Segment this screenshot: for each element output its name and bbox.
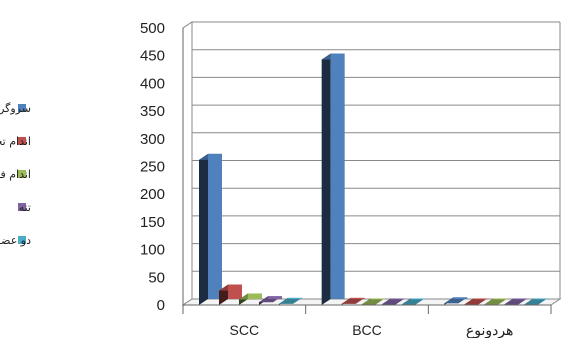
bars: [199, 53, 548, 305]
bar: [484, 298, 508, 305]
bar: [219, 284, 242, 305]
y-tick-label: 250: [140, 159, 165, 176]
y-tick-label: 450: [140, 48, 165, 65]
bar: [381, 298, 405, 305]
legend-swatch: [18, 137, 26, 145]
gridline: [182, 187, 560, 195]
gridline: [182, 243, 560, 251]
gridline: [182, 104, 560, 112]
legend-item: اندام فوقانی: [0, 168, 31, 181]
gridline: [182, 270, 560, 278]
legend-item: دو عضو درگیر: [0, 234, 31, 247]
legend-swatch: [18, 203, 26, 211]
y-tick-label: 400: [140, 75, 165, 92]
y-tick-label: 500: [140, 20, 165, 37]
bar: [259, 296, 282, 305]
bar: [321, 53, 345, 305]
bar: [524, 298, 548, 305]
x-tick-label: BCC: [352, 322, 382, 338]
y-tick-label: 200: [140, 186, 165, 203]
gridline: [182, 215, 560, 223]
bar: [444, 297, 468, 305]
legend-label: اندام تحتانی: [0, 135, 31, 148]
legend-swatch: [18, 170, 26, 178]
bar: [341, 297, 365, 305]
bar: [361, 298, 385, 305]
bar: [401, 298, 425, 305]
y-tick-label: 150: [140, 214, 165, 231]
y-tick-label: 50: [148, 269, 165, 286]
gridline: [182, 132, 560, 140]
legend: سروگردن اندام تحتانی اندام فوقانی تنه دو عضو…: [0, 102, 31, 247]
gridline: [182, 21, 560, 29]
legend-label: سروگردن: [0, 102, 31, 115]
gridline: [182, 49, 560, 57]
legend-label: دو عضو درگیر: [0, 234, 31, 247]
legend-item: سروگردن: [0, 102, 31, 115]
legend-swatch: [18, 104, 26, 112]
bar: [279, 297, 302, 305]
gridline: [182, 76, 560, 84]
y-tick-label: 0: [157, 297, 165, 314]
gridline: [182, 160, 560, 167]
legend-swatch: [18, 236, 26, 244]
x-axis: SCC BCC هردونوع: [182, 304, 552, 338]
legend-label: تنه: [19, 201, 31, 214]
bar: [199, 153, 222, 305]
side-wall: [182, 21, 193, 306]
gridlines: [182, 21, 561, 306]
y-axis: 0 50 100 150 200 250 300 350 400 450 500: [140, 20, 184, 314]
y-tick-label: 350: [140, 103, 165, 120]
bar: [239, 293, 262, 305]
y-tick-label: 100: [140, 242, 165, 259]
legend-item: اندام تحتانی: [0, 135, 31, 148]
chart-walls: [181, 21, 562, 306]
x-tick-label: SCC: [230, 322, 260, 338]
bar: [464, 298, 488, 305]
legend-label: اندام فوقانی: [0, 168, 31, 181]
legend-item: تنه: [18, 201, 31, 214]
y-tick-label: 300: [140, 131, 165, 148]
x-tick-label: هردونوع: [466, 322, 514, 338]
bar: [504, 298, 528, 305]
